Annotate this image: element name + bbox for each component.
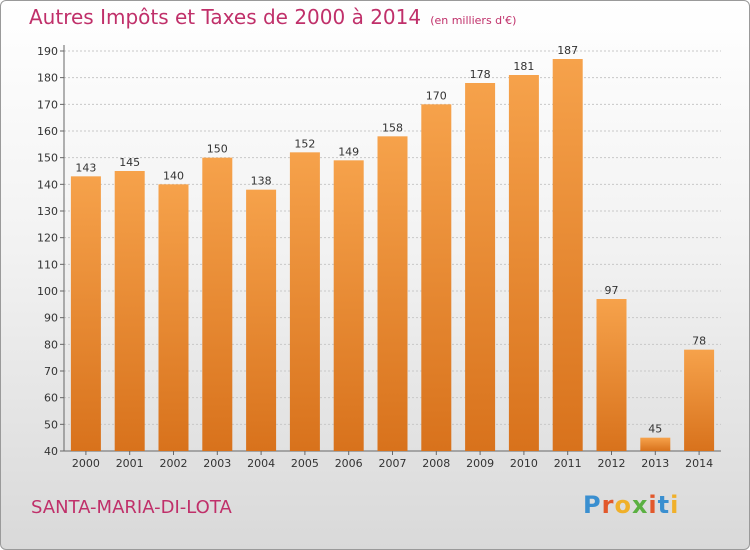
y-tick-label: 70 [44,365,58,378]
data-label: 143 [75,161,96,174]
y-tick-label: 150 [37,152,58,165]
bar [552,59,583,451]
logo-letter: t [657,491,671,519]
bar [246,189,277,451]
x-tick-label: 2014 [685,457,713,470]
chart-title-block: Autres Impôts et Taxes de 2000 à 2014 (e… [29,5,516,29]
x-tick-label: 2004 [247,457,275,470]
data-label: 149 [338,145,359,158]
data-label: 181 [513,60,534,73]
x-tick-label: 2008 [422,457,450,470]
y-tick-label: 160 [37,125,58,138]
data-label: 152 [294,137,315,150]
bar [640,437,671,451]
data-label: 138 [251,175,272,188]
y-tick-label: 120 [37,232,58,245]
bar [684,349,715,451]
bar [333,160,364,452]
bar [158,184,189,452]
proxiti-logo: Proxiti [583,491,679,519]
x-tick-label: 2009 [466,457,494,470]
bar [508,75,539,451]
data-label: 150 [207,143,228,156]
x-tick-label: 2013 [641,457,669,470]
bar [377,136,408,452]
y-tick-label: 190 [37,45,58,58]
data-label: 140 [163,169,184,182]
data-label: 158 [382,121,403,134]
logo-letter: i [648,491,658,519]
bar [114,171,145,451]
y-tick-label: 140 [37,178,58,191]
x-tick-label: 2002 [160,457,188,470]
data-label: 145 [119,156,140,169]
bar [596,299,627,451]
y-tick-label: 60 [44,392,58,405]
x-tick-label: 2006 [335,457,363,470]
logo-letter: r [601,491,615,519]
y-tick-label: 100 [37,285,58,298]
bar [70,176,101,452]
data-label: 187 [557,44,578,57]
y-tick-label: 90 [44,312,58,325]
logo-letter: x [631,491,649,519]
y-tick-label: 170 [37,98,58,111]
x-tick-label: 2000 [72,457,100,470]
x-tick-label: 2005 [291,457,319,470]
data-label: 78 [692,335,706,348]
bar [289,152,320,452]
x-tick-label: 2001 [116,457,144,470]
data-label: 170 [426,89,447,102]
x-tick-label: 2007 [379,457,407,470]
logo-letter: i [670,491,680,519]
y-tick-label: 50 [44,418,58,431]
chart-unit: (en milliers d'€) [430,14,517,27]
bar [202,157,233,451]
y-tick-label: 180 [37,72,58,85]
x-tick-label: 2012 [598,457,626,470]
logo-letter: o [614,491,632,519]
y-tick-label: 130 [37,205,58,218]
y-tick-label: 40 [44,445,58,458]
x-tick-label: 2011 [554,457,582,470]
bar [421,104,452,451]
y-tick-label: 110 [37,258,58,271]
bar [465,83,496,451]
y-tick-label: 80 [44,338,58,351]
chart-title: Autres Impôts et Taxes de 2000 à 2014 [29,5,422,29]
commune-name: SANTA-MARIA-DI-LOTA [31,497,232,518]
x-tick-label: 2003 [203,457,231,470]
data-label: 97 [605,284,619,297]
data-label: 45 [648,423,662,436]
data-label: 178 [470,68,491,81]
logo-letter: P [583,491,602,519]
x-tick-label: 2010 [510,457,538,470]
